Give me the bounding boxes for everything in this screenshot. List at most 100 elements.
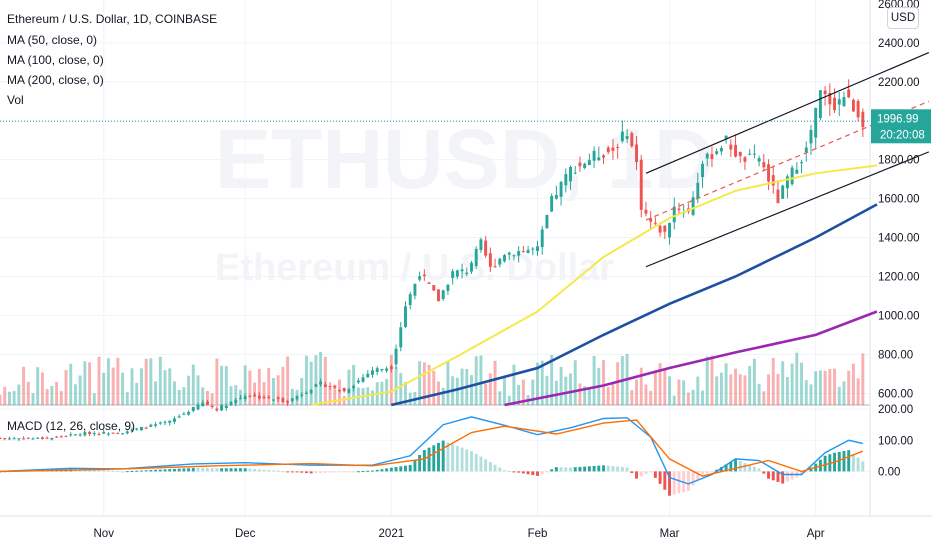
volume-bar <box>701 390 704 405</box>
macd-hist-bar <box>224 468 228 472</box>
volume-bar <box>69 363 73 405</box>
macd-hist-bar <box>837 451 841 472</box>
candle-body <box>559 181 563 197</box>
macd-line[interactable] <box>0 416 863 485</box>
price-tick-label: 1800.00 <box>878 155 920 167</box>
candle-body <box>172 418 176 422</box>
macd-hist-bar <box>356 471 360 473</box>
macd-hist-bar <box>413 459 417 472</box>
macd-hist-bar <box>253 468 257 472</box>
macd-hist-bar <box>649 471 653 473</box>
price-axis[interactable]: 600.00 800.00 1000.00 1200.00 1400.00 1600.00… <box>878 0 920 400</box>
channel-lower-line[interactable] <box>645 151 930 268</box>
macd-hist-bar <box>639 471 643 477</box>
candle-body <box>587 160 591 166</box>
candle-body <box>404 306 407 327</box>
macd-hist-bar <box>460 447 464 472</box>
volume-bar <box>73 384 77 405</box>
macd-hist-bar <box>328 471 332 473</box>
volume-bar <box>22 366 26 405</box>
candle-body <box>418 276 422 280</box>
candle-body <box>460 269 464 272</box>
candle-body <box>536 246 539 252</box>
candle-body <box>644 209 648 214</box>
candle-body <box>705 153 709 159</box>
candle-body <box>795 169 799 174</box>
candle-body <box>45 437 49 439</box>
candle-body <box>441 290 445 300</box>
ma100-line[interactable] <box>391 203 878 407</box>
candle-body <box>394 348 398 365</box>
study-ma200[interactable]: MA (200, close, 0) <box>7 73 104 87</box>
macd-hist-bar <box>451 444 455 472</box>
candle-body <box>493 266 497 268</box>
macd-hist-bar <box>361 471 365 473</box>
macd-hist-bar <box>116 471 120 473</box>
candle-body <box>182 413 186 415</box>
volume-bar <box>691 389 695 405</box>
volume-bar <box>814 371 818 405</box>
volume-bar <box>40 372 44 405</box>
study-volume[interactable]: Vol <box>7 93 24 107</box>
macd-hist-bar <box>295 471 299 473</box>
macd-hist-bar <box>606 465 610 472</box>
ma50-line[interactable] <box>311 164 878 406</box>
candle-body <box>201 402 205 407</box>
macd-hist-bar <box>729 461 733 472</box>
candle-body <box>451 271 455 278</box>
candle-body <box>158 422 162 424</box>
volume-bar <box>389 354 393 405</box>
macd-hist-bar <box>352 471 356 473</box>
candle-body <box>668 222 671 238</box>
macd-hist-bar <box>540 471 544 474</box>
currency-button[interactable]: USD <box>887 7 919 29</box>
macd-hist-bar <box>323 471 327 473</box>
volume-bar <box>639 367 643 405</box>
watermark-symbol: ETHUSD, 1D <box>215 112 714 206</box>
study-ma100[interactable]: MA (100, close, 0) <box>7 53 104 67</box>
volume-histogram <box>0 351 865 405</box>
macd-hist-bar <box>517 471 521 473</box>
volume-bar <box>182 387 186 405</box>
macd-hist-bar <box>111 470 115 472</box>
macd-hist-bar <box>785 471 789 482</box>
volume-bar <box>210 393 214 405</box>
signal-line[interactable] <box>0 419 864 477</box>
macd-hist-bar <box>286 471 290 473</box>
time-tick-label: Nov <box>94 528 115 540</box>
time-axis[interactable]: Nov Dec 2021 Feb Mar Apr <box>94 528 825 540</box>
volume-bar <box>470 375 473 405</box>
candle-body <box>290 398 294 401</box>
channel-upper-line[interactable] <box>645 52 930 174</box>
macd-hist-bar <box>154 469 158 472</box>
candle-body <box>168 420 172 423</box>
study-ma50[interactable]: MA (50, close, 0) <box>7 33 97 47</box>
candle-body <box>639 159 643 210</box>
volume-bar <box>17 384 21 405</box>
study-macd[interactable]: MACD (12, 26, close, 9) <box>7 419 135 433</box>
macd-hist-bar <box>484 459 488 472</box>
last-price-label: 1996.99 20:20:08 <box>871 109 931 144</box>
volume-bar <box>7 391 11 405</box>
price-tick-label: 2400.00 <box>878 38 920 50</box>
candle-body <box>833 97 837 111</box>
macd-hist-bar <box>474 453 478 472</box>
macd-hist-bar <box>102 470 106 472</box>
candle-body <box>767 164 771 182</box>
ma200-line[interactable] <box>504 310 878 407</box>
macd-hist-bar <box>545 471 549 473</box>
macd-hist-bar <box>771 471 775 481</box>
symbol-title[interactable]: Ethereum / U.S. Dollar, 1D, COINBASE <box>7 12 217 26</box>
macd-axis[interactable]: 0.00 100.00 200.00 <box>878 404 913 478</box>
macd-hist-bar <box>243 468 247 472</box>
volume-bar <box>837 386 841 405</box>
macd-hist-bar <box>672 471 676 495</box>
volume-bar <box>762 391 766 405</box>
volume-bar <box>856 378 860 405</box>
candle-body <box>663 225 667 232</box>
candle-body <box>625 136 629 140</box>
candle-body <box>295 396 299 400</box>
candle-body <box>366 373 370 378</box>
volume-bar <box>663 369 667 405</box>
